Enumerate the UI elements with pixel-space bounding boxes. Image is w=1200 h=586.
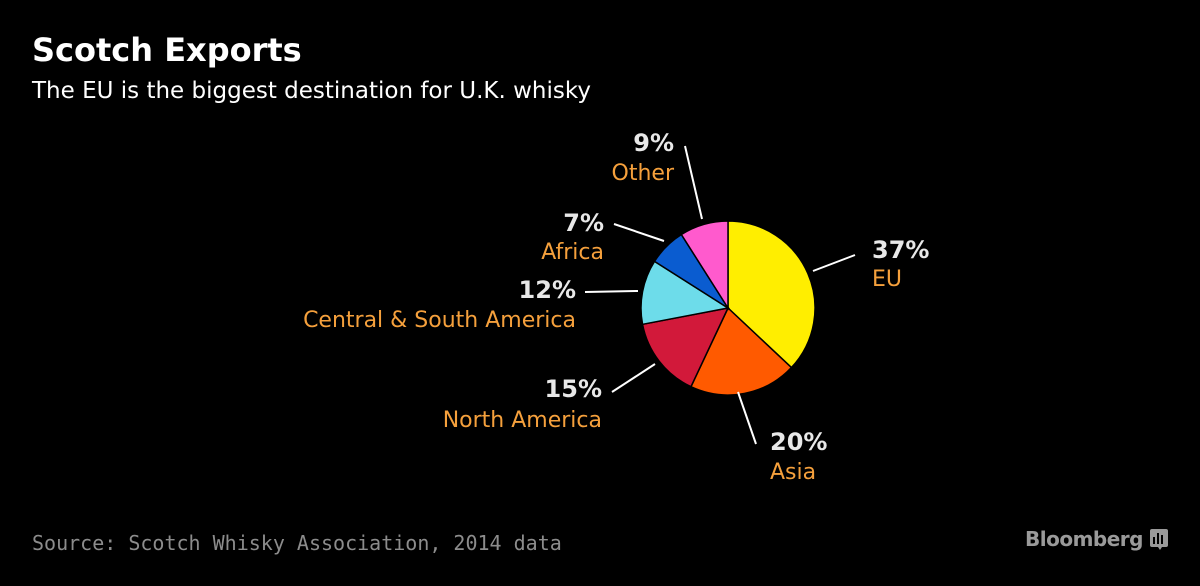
brand-name: Bloomberg [1025,527,1143,551]
chart-title: Scotch Exports [32,31,302,69]
leader-line-eu [812,254,856,272]
value-label-asia: 20% [770,428,827,456]
category-label-north-america: North America [443,408,602,433]
category-label-eu: EU [872,267,902,292]
value-label-eu: 37% [872,236,929,264]
value-label-other: 9% [633,129,674,157]
value-label-africa: 7% [563,209,604,237]
value-label-north-america: 15% [545,375,602,403]
pie-slice-asia [689,306,793,396]
brand-logo: Bloomberg [1025,527,1169,551]
pie-slice-other [680,220,729,311]
leader-line-africa [613,223,665,242]
pie-slice-central-south-america [640,260,731,326]
leader-line-asia [737,391,757,445]
leader-line-central-south-america [584,290,639,293]
category-label-central-south-america: Central & South America [303,308,576,333]
pie-slices [640,220,816,396]
bloomberg-terminal-icon [1149,529,1168,550]
category-label-other: Other [612,161,675,186]
category-label-africa: Africa [541,240,604,265]
category-label-asia: Asia [770,460,816,485]
source-note: Source: Scotch Whisky Association, 2014 … [32,531,562,555]
chart-subtitle: The EU is the biggest destination for U.… [32,78,591,104]
leader-line-other [684,145,703,220]
pie-slice-north-america [641,306,730,388]
slice-labels: 37% EU 20% Asia 15% North America 12% Central &… [303,129,929,485]
leader-line-north-america [611,363,656,393]
pie-slice-eu [727,220,816,369]
value-label-central-south-america: 12% [519,276,576,304]
